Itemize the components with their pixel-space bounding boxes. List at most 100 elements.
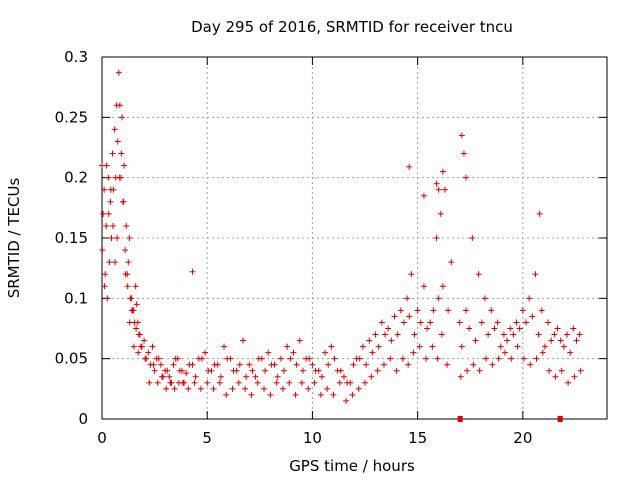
y-tick-label: 0	[78, 410, 88, 428]
x-tick-label: 5	[202, 429, 212, 447]
data-point	[274, 373, 281, 380]
y-tick-label: 0.05	[55, 350, 88, 368]
data-point	[344, 379, 351, 386]
data-point	[519, 307, 526, 314]
data-point	[359, 343, 366, 350]
data-point	[146, 379, 153, 386]
data-point	[411, 331, 418, 338]
data-point	[485, 331, 492, 338]
data-point	[404, 295, 411, 302]
x-tick-label: 0	[97, 429, 107, 447]
data-point	[577, 367, 584, 374]
data-point	[102, 271, 109, 278]
data-point	[123, 222, 130, 229]
data-point	[424, 325, 431, 332]
data-point	[420, 283, 427, 290]
data-point	[460, 150, 467, 157]
data-point	[261, 385, 268, 392]
data-point	[393, 367, 400, 374]
data-point	[249, 367, 256, 374]
data-point	[516, 325, 523, 332]
data-point	[520, 355, 527, 362]
data-point	[108, 235, 115, 241]
data-point	[375, 343, 382, 350]
data-point	[135, 331, 142, 338]
data-point	[532, 271, 539, 278]
data-point	[107, 198, 114, 205]
data-point	[166, 373, 173, 380]
data-point	[104, 295, 111, 302]
data-point	[296, 337, 303, 344]
data-point	[163, 385, 170, 392]
x-tick-label: 20	[513, 429, 532, 447]
data-point	[287, 355, 294, 362]
data-point	[217, 373, 224, 380]
data-point	[510, 331, 517, 338]
data-point	[205, 367, 212, 374]
data-point	[456, 319, 463, 326]
data-point	[355, 385, 362, 392]
data-point	[437, 210, 444, 217]
data-point	[548, 337, 555, 344]
data-point	[124, 283, 131, 290]
data-point	[191, 379, 198, 386]
data-point	[324, 385, 331, 392]
data-point	[397, 307, 404, 314]
data-point	[527, 361, 534, 368]
data-point	[488, 307, 495, 314]
data-point	[198, 355, 205, 362]
data-point	[535, 331, 542, 338]
data-point	[439, 168, 446, 175]
flag-markers	[457, 416, 563, 422]
data-point	[167, 379, 174, 386]
data-point	[570, 325, 577, 332]
data-point	[262, 367, 269, 374]
data-point	[539, 349, 546, 356]
data-point	[284, 343, 291, 350]
data-point	[298, 379, 305, 386]
data-point	[111, 126, 118, 133]
data-point	[224, 355, 231, 362]
data-point	[410, 349, 417, 356]
data-point	[430, 307, 437, 314]
data-point	[255, 355, 262, 362]
data-point	[107, 186, 114, 193]
data-point	[448, 259, 455, 266]
data-point	[186, 361, 193, 368]
data-point	[408, 271, 415, 278]
data-point	[514, 343, 521, 350]
data-point	[103, 162, 110, 169]
data-point	[406, 313, 413, 320]
data-point	[414, 307, 421, 314]
data-point	[109, 222, 116, 229]
data-point	[501, 349, 508, 356]
data-point	[380, 361, 387, 368]
data-point	[105, 174, 112, 181]
data-points	[99, 69, 584, 404]
data-point	[128, 307, 135, 314]
data-point	[183, 370, 190, 377]
data-point	[118, 114, 125, 121]
data-point	[475, 271, 482, 278]
data-point	[385, 325, 392, 332]
data-point	[538, 307, 545, 314]
data-point	[434, 355, 441, 362]
data-point	[458, 343, 465, 350]
data-point	[126, 319, 133, 326]
data-point	[554, 325, 561, 332]
data-point	[497, 343, 504, 350]
data-point	[427, 319, 434, 326]
data-point	[560, 343, 567, 350]
data-point	[164, 367, 171, 374]
data-point	[115, 69, 122, 76]
data-point	[322, 349, 329, 356]
x-tick-label: 10	[303, 429, 322, 447]
data-point	[223, 391, 230, 398]
data-point	[172, 355, 179, 362]
data-point	[372, 331, 379, 338]
data-point	[374, 367, 381, 374]
y-tick-label: 0.2	[64, 169, 88, 187]
data-point	[204, 379, 211, 386]
data-point	[103, 222, 110, 229]
data-point	[546, 367, 553, 374]
